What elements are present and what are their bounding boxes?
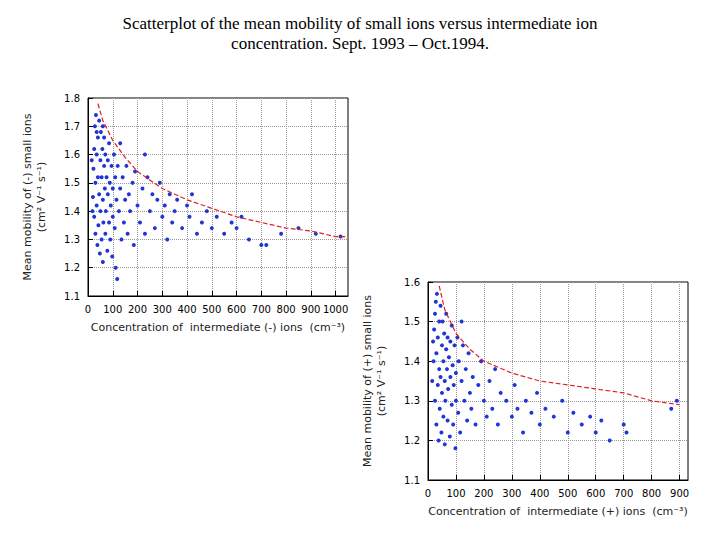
svg-text:1.3: 1.3 xyxy=(64,234,80,245)
svg-text:600: 600 xyxy=(227,304,246,315)
svg-text:0: 0 xyxy=(85,304,91,315)
svg-text:800: 800 xyxy=(277,304,296,315)
svg-text:Mean mobility of (+) small ion: Mean mobility of (+) small ions xyxy=(361,295,374,467)
svg-text:1000: 1000 xyxy=(323,304,348,315)
svg-text:1.7: 1.7 xyxy=(64,121,80,132)
svg-text:300: 300 xyxy=(153,304,172,315)
svg-text:Concentration of intermediate: Concentration of intermediate (-) ions (… xyxy=(91,321,345,334)
svg-text:Mean mobility of (-) small ion: Mean mobility of (-) small ions xyxy=(21,113,34,280)
svg-text:1.6: 1.6 xyxy=(64,149,80,160)
svg-text:1.8: 1.8 xyxy=(64,93,80,104)
svg-text:900: 900 xyxy=(301,304,320,315)
svg-text:900: 900 xyxy=(670,488,689,499)
svg-text:Concentration of intermediate: Concentration of intermediate (+) ions (… xyxy=(428,505,688,518)
svg-text:200: 200 xyxy=(128,304,147,315)
svg-text:300: 300 xyxy=(502,488,521,499)
svg-text:1.5: 1.5 xyxy=(404,316,420,327)
svg-text:700: 700 xyxy=(614,488,633,499)
svg-text:1.2: 1.2 xyxy=(64,262,80,273)
svg-text:800: 800 xyxy=(642,488,661,499)
svg-text:1.5: 1.5 xyxy=(64,177,80,188)
svg-text:1.1: 1.1 xyxy=(64,291,80,302)
svg-text:100: 100 xyxy=(446,488,465,499)
svg-text:1.4: 1.4 xyxy=(404,356,420,367)
svg-text:1.1: 1.1 xyxy=(404,475,420,486)
svg-text:1.2: 1.2 xyxy=(404,435,420,446)
svg-text:400: 400 xyxy=(530,488,549,499)
svg-text:1.6: 1.6 xyxy=(404,277,420,288)
svg-text:500: 500 xyxy=(558,488,577,499)
svg-text:1.3: 1.3 xyxy=(404,395,420,406)
svg-text:600: 600 xyxy=(586,488,605,499)
svg-text:0: 0 xyxy=(425,488,431,499)
svg-text:400: 400 xyxy=(178,304,197,315)
html-text:Scatterplot of the mean mobili: Scatterplot of the mean mobility of smal… xyxy=(122,14,598,53)
svg-text:(cm² V⁻¹ s⁻¹): (cm² V⁻¹ s⁻¹) xyxy=(35,162,48,232)
svg-text:(cm² V⁻¹ s⁻¹): (cm² V⁻¹ s⁻¹) xyxy=(375,346,388,416)
svg-text:700: 700 xyxy=(252,304,271,315)
svg-text:500: 500 xyxy=(202,304,221,315)
svg-text:200: 200 xyxy=(474,488,493,499)
svg-text:100: 100 xyxy=(103,304,122,315)
svg-text:1.4: 1.4 xyxy=(64,206,80,217)
